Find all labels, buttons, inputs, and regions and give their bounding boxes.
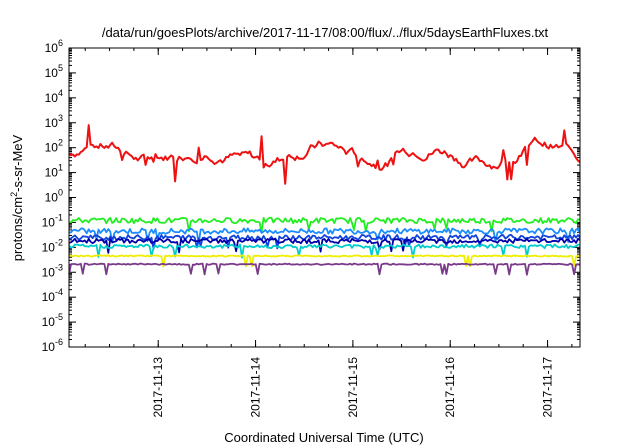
y-tick-base: 10 <box>42 215 56 229</box>
y-tick-exponent: -5 <box>55 312 63 322</box>
y-axis-title: protons/cm2-s-sr-MeV <box>9 134 25 261</box>
y-tick-label: 104 <box>45 88 63 105</box>
x-tick-label: 2017-11-17 <box>541 357 555 418</box>
y-tick-base: 10 <box>45 41 59 55</box>
y-tick-exponent: 3 <box>58 113 63 123</box>
y-tick-label: 106 <box>45 38 63 55</box>
y-tick-label: 10-4 <box>42 287 63 304</box>
y-tick-label: 10-6 <box>42 337 63 354</box>
y-tick-exponent: 0 <box>58 188 63 198</box>
y-tick-base: 10 <box>42 340 56 354</box>
y-tick-label: 103 <box>45 113 63 130</box>
y-tick-exponent: -6 <box>55 337 63 347</box>
x-tick-label: 2017-11-14 <box>249 357 263 418</box>
y-tick-exponent: 5 <box>58 63 63 73</box>
series-line <box>68 254 581 268</box>
y-tick-base: 10 <box>42 265 56 279</box>
y-tick-base: 10 <box>45 166 59 180</box>
y-tick-label: 10-1 <box>42 212 63 229</box>
series-line <box>68 243 581 259</box>
y-tick-label: 100 <box>45 188 63 205</box>
y-tick-exponent: 1 <box>58 163 63 173</box>
x-axis-title: Coordinated Universal Time (UTC) <box>224 430 423 445</box>
y-tick-label: 10-3 <box>42 262 63 279</box>
y-tick-exponent: -4 <box>55 287 63 297</box>
y-tick-exponent: -1 <box>55 212 63 222</box>
x-tick-label: 2017-11-13 <box>151 357 165 418</box>
y-tick-base: 10 <box>45 91 59 105</box>
y-tick-exponent: -3 <box>55 262 63 272</box>
y-axis-title-post: -s-sr-MeV <box>10 134 25 191</box>
series-line <box>68 233 581 250</box>
y-axis: 10610510410310210110010-110-210-310-410-… <box>42 38 580 354</box>
series-line <box>68 237 581 254</box>
series-line <box>68 124 581 185</box>
series-line <box>68 216 581 233</box>
y-tick-label: 10-5 <box>42 312 63 329</box>
y-tick-base: 10 <box>42 240 56 254</box>
y-tick-base: 10 <box>45 116 59 130</box>
x-tick-label: 2017-11-16 <box>443 357 457 418</box>
chart-title: /data/run/goesPlots/archive/2017-11-17/0… <box>102 25 549 40</box>
y-tick-label: 102 <box>45 138 63 155</box>
series-group <box>68 124 581 276</box>
plot-frame <box>68 47 581 348</box>
y-tick-exponent: -2 <box>55 237 63 247</box>
y-tick-base: 10 <box>45 66 59 80</box>
y-tick-exponent: 6 <box>58 38 63 48</box>
y-axis-title-pre: protons/cm <box>10 197 25 261</box>
y-tick-base: 10 <box>45 141 59 155</box>
y-tick-base: 10 <box>42 315 56 329</box>
y-tick-exponent: 2 <box>58 138 63 148</box>
series-line <box>68 262 581 276</box>
y-tick-label: 10-2 <box>42 237 63 254</box>
y-tick-base: 10 <box>45 191 59 205</box>
y-tick-label: 105 <box>45 63 63 80</box>
y-axis-title-sup: 2 <box>9 192 19 197</box>
x-tick-label: 2017-11-15 <box>346 357 360 418</box>
y-tick-base: 10 <box>42 290 56 304</box>
y-tick-label: 101 <box>45 163 63 180</box>
y-tick-exponent: 4 <box>58 88 63 98</box>
